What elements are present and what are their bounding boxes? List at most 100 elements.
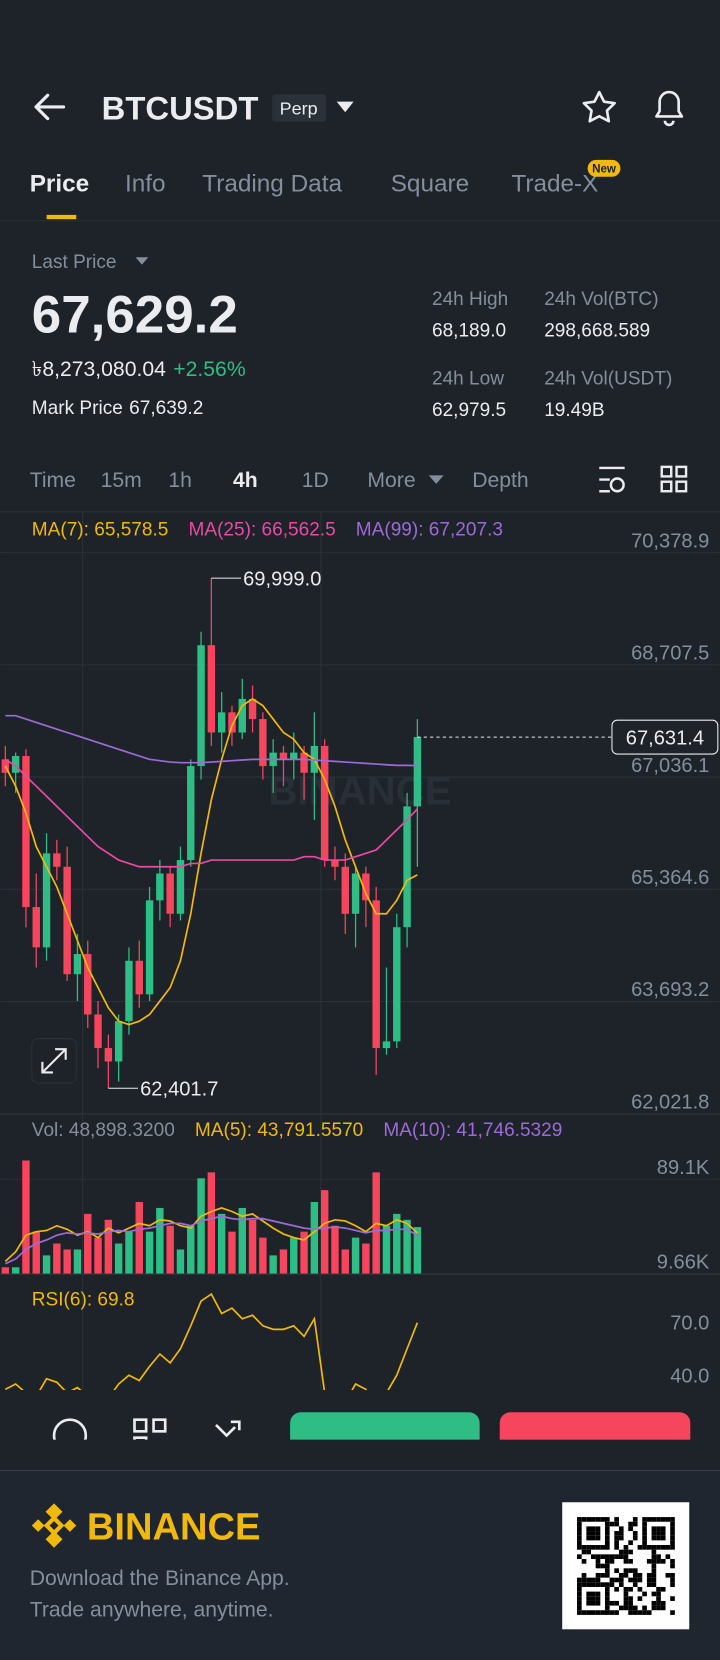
- interval[interactable]: 1h: [168, 469, 192, 492]
- last-price: 67,629.2: [32, 285, 238, 344]
- qr-module: [651, 1568, 657, 1573]
- qr-module: [600, 1517, 605, 1522]
- qr-module: [628, 1577, 633, 1583]
- interval[interactable]: 15m: [101, 469, 142, 492]
- mark-label: Mark Price: [32, 398, 123, 419]
- candle-body: [42, 853, 51, 948]
- candle-body: [22, 755, 30, 908]
- qr-module: [637, 1545, 643, 1550]
- qr-module: [614, 1517, 619, 1522]
- interval[interactable]: 4h: [233, 469, 258, 492]
- qr-module: [665, 1517, 671, 1522]
- candle-body: [73, 954, 82, 975]
- qr-module: [591, 1554, 596, 1560]
- qr-module: [623, 1549, 629, 1555]
- qr-module: [609, 1559, 615, 1564]
- qr-module: [581, 1559, 587, 1564]
- volume-bar: [320, 1190, 329, 1274]
- volume-bar: [197, 1178, 205, 1274]
- interval[interactable]: More: [367, 469, 415, 492]
- qr-module: [604, 1563, 610, 1569]
- qr-module: [632, 1582, 638, 1587]
- candle-body: [197, 645, 205, 767]
- qr-module: [637, 1577, 643, 1583]
- legend-entry: MA(10): 41,746.5329: [383, 1120, 562, 1141]
- footer-line: Trade anywhere, anytime.: [30, 1599, 274, 1622]
- tab[interactable]: Square: [391, 171, 469, 198]
- dropdown-icon[interactable]: [336, 101, 354, 113]
- candle-body: [176, 860, 185, 914]
- qr-module: [604, 1521, 610, 1527]
- tab[interactable]: Price: [30, 171, 90, 198]
- alert-icon[interactable]: [655, 90, 684, 127]
- qr-module: [586, 1549, 592, 1555]
- qr-module: [577, 1605, 582, 1611]
- qr-module: [628, 1521, 633, 1527]
- intervals: Time 15m 1h 4h 1D More Depth: [30, 469, 529, 492]
- qr-module: [595, 1531, 601, 1536]
- more-icon[interactable]: [133, 1418, 167, 1450]
- fullscreen-button[interactable]: [31, 1038, 77, 1084]
- qr-module: [586, 1545, 592, 1550]
- qr-module: [656, 1517, 661, 1522]
- volume-bar: [176, 1249, 185, 1274]
- long-button[interactable]: [290, 1412, 480, 1476]
- tabs: Price Info Trading Data Square Trade-X: [30, 171, 599, 198]
- volume-bar: [403, 1219, 411, 1274]
- y-tick-label: 89.1K: [657, 1157, 710, 1179]
- qr-module: [618, 1605, 624, 1611]
- candle-body: [228, 712, 236, 733]
- candle-body: [217, 712, 226, 733]
- new-badge-bg: [587, 159, 621, 177]
- candle-body: [145, 900, 154, 995]
- dropdown-icon[interactable]: [135, 257, 149, 265]
- candle-body: [125, 960, 133, 1022]
- last-price-box: [611, 719, 719, 755]
- short-button[interactable]: [499, 1412, 691, 1476]
- y-tick-label: 68,707.5: [631, 643, 709, 665]
- tab[interactable]: Info: [125, 171, 166, 198]
- indicator-settings-icon[interactable]: [599, 466, 625, 493]
- legend-entry: MA(5): 43,791.5570: [195, 1120, 363, 1141]
- qr-module: [646, 1559, 652, 1564]
- qr-module: [642, 1591, 647, 1597]
- interval[interactable]: 1D: [302, 469, 329, 492]
- candle-body: [63, 866, 71, 975]
- trade-icon[interactable]: [215, 1420, 241, 1438]
- symbol[interactable]: BTCUSDT: [102, 90, 259, 127]
- stat-label: 24h Vol(BTC): [544, 289, 658, 310]
- interval[interactable]: Depth: [472, 469, 528, 492]
- back-button[interactable]: [34, 93, 66, 121]
- qr-module: [623, 1605, 629, 1611]
- y-tick-label: 62,021.8: [631, 1091, 709, 1113]
- last-price-label: 67,631.4: [626, 728, 704, 750]
- qr-module: [614, 1545, 619, 1550]
- qr-module: [670, 1610, 675, 1615]
- qr-module: [646, 1545, 652, 1550]
- qr-module: [577, 1582, 582, 1587]
- qr-module: [595, 1600, 601, 1606]
- qr-module: [618, 1554, 624, 1560]
- qr-module: [642, 1605, 647, 1611]
- y-tick-label: 40.0: [670, 1366, 709, 1388]
- fiat-value: ৳8,273,080.04: [32, 358, 166, 381]
- qr-module: [586, 1531, 592, 1536]
- chat-icon[interactable]: [52, 1418, 88, 1452]
- interval[interactable]: Time: [30, 469, 76, 492]
- favorite-icon[interactable]: [582, 90, 616, 123]
- qr-module: [651, 1563, 657, 1569]
- qr-module: [670, 1559, 675, 1564]
- qr-module: [632, 1535, 638, 1541]
- tab[interactable]: Trade-X: [511, 171, 598, 198]
- dropdown-icon[interactable]: [428, 475, 444, 484]
- volume-bar: [413, 1227, 422, 1274]
- qr-module: [665, 1545, 671, 1550]
- qr-module: [623, 1554, 629, 1560]
- layout-icon[interactable]: [660, 465, 688, 493]
- qr-module: [591, 1610, 596, 1615]
- candle-body: [382, 1041, 391, 1049]
- qr-module: [595, 1582, 601, 1587]
- qr-module: [670, 1582, 675, 1587]
- candle-body: [413, 737, 422, 807]
- tab[interactable]: Trading Data: [202, 171, 342, 198]
